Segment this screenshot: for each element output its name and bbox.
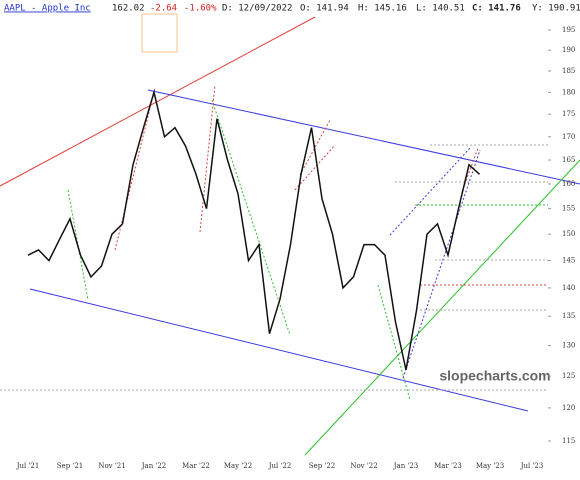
close: C: 141.76 [472, 4, 521, 14]
y-tick-label: 155 [562, 205, 575, 213]
high: H: 145.16 [358, 4, 407, 14]
y-tick-label: 190 [562, 46, 575, 54]
y-tick-label: 135 [562, 312, 575, 320]
y-tick-label: 125 [562, 372, 575, 380]
y-tick-label: 150 [562, 230, 575, 238]
x-tick-label: Nov '21 [98, 462, 125, 470]
y-tick-label: 180 [562, 88, 575, 96]
y-tick-label: 130 [562, 342, 575, 350]
dotted-line [67, 189, 89, 301]
dotted-line [402, 149, 481, 379]
dotted-line [211, 99, 291, 336]
y-tick-label: 120 [562, 404, 575, 412]
change: -2.64 [150, 4, 177, 14]
x-tick-label: Mar '22 [182, 462, 210, 470]
open: O: 141.94 [300, 4, 349, 14]
x-tick-label: Jan '22 [141, 462, 167, 470]
trend-line [304, 159, 580, 456]
trend-line [29, 288, 529, 412]
y-tick-label: 185 [562, 67, 575, 75]
x-tick-label: May '23 [476, 462, 504, 470]
x-tick-label: May '22 [224, 462, 252, 470]
trend-line [0, 16, 316, 187]
symbol: AAPL - Apple Inc [4, 4, 91, 14]
crosshair-box [141, 13, 178, 53]
x-tick-label: Sep '22 [309, 462, 335, 470]
last: 162.02 [112, 4, 145, 14]
x-tick-label: Jul '22 [268, 462, 292, 470]
y-tick-label: 195 [562, 26, 575, 34]
date: D: 12/09/2022 [222, 4, 292, 14]
low: L: 140.51 [416, 4, 465, 14]
change-pct: -1.60% [184, 4, 217, 14]
y-tick-label: 175 [562, 110, 575, 118]
x-tick-label: Sep '21 [57, 462, 83, 470]
y-tick-label: 160 [562, 180, 575, 188]
header: AAPL - Apple Inc 162.02 -2.64 -1.60% D: … [4, 4, 580, 14]
x-tick-label: Nov '22 [350, 462, 377, 470]
trend-line [147, 89, 580, 185]
x-tick-label: Jul '23 [520, 462, 544, 470]
drawings [0, 16, 580, 456]
y-tick-label: 140 [562, 284, 575, 292]
dotted-line [299, 119, 331, 176]
y-tick-label: 170 [562, 133, 575, 141]
price-line [27, 89, 481, 371]
watermark: slopecharts.com [439, 368, 550, 384]
x-tick-label: Jan '23 [393, 462, 419, 470]
x-tick-label: Jul '21 [16, 462, 40, 470]
y-tick-label: 145 [562, 257, 575, 265]
dotted-line [199, 84, 216, 233]
x-tick-label: Mar '23 [434, 462, 462, 470]
y-tick-label: 165 [562, 156, 575, 164]
y-tick-label: 115 [562, 437, 575, 445]
y-value: Y: 190.91 [532, 4, 580, 14]
